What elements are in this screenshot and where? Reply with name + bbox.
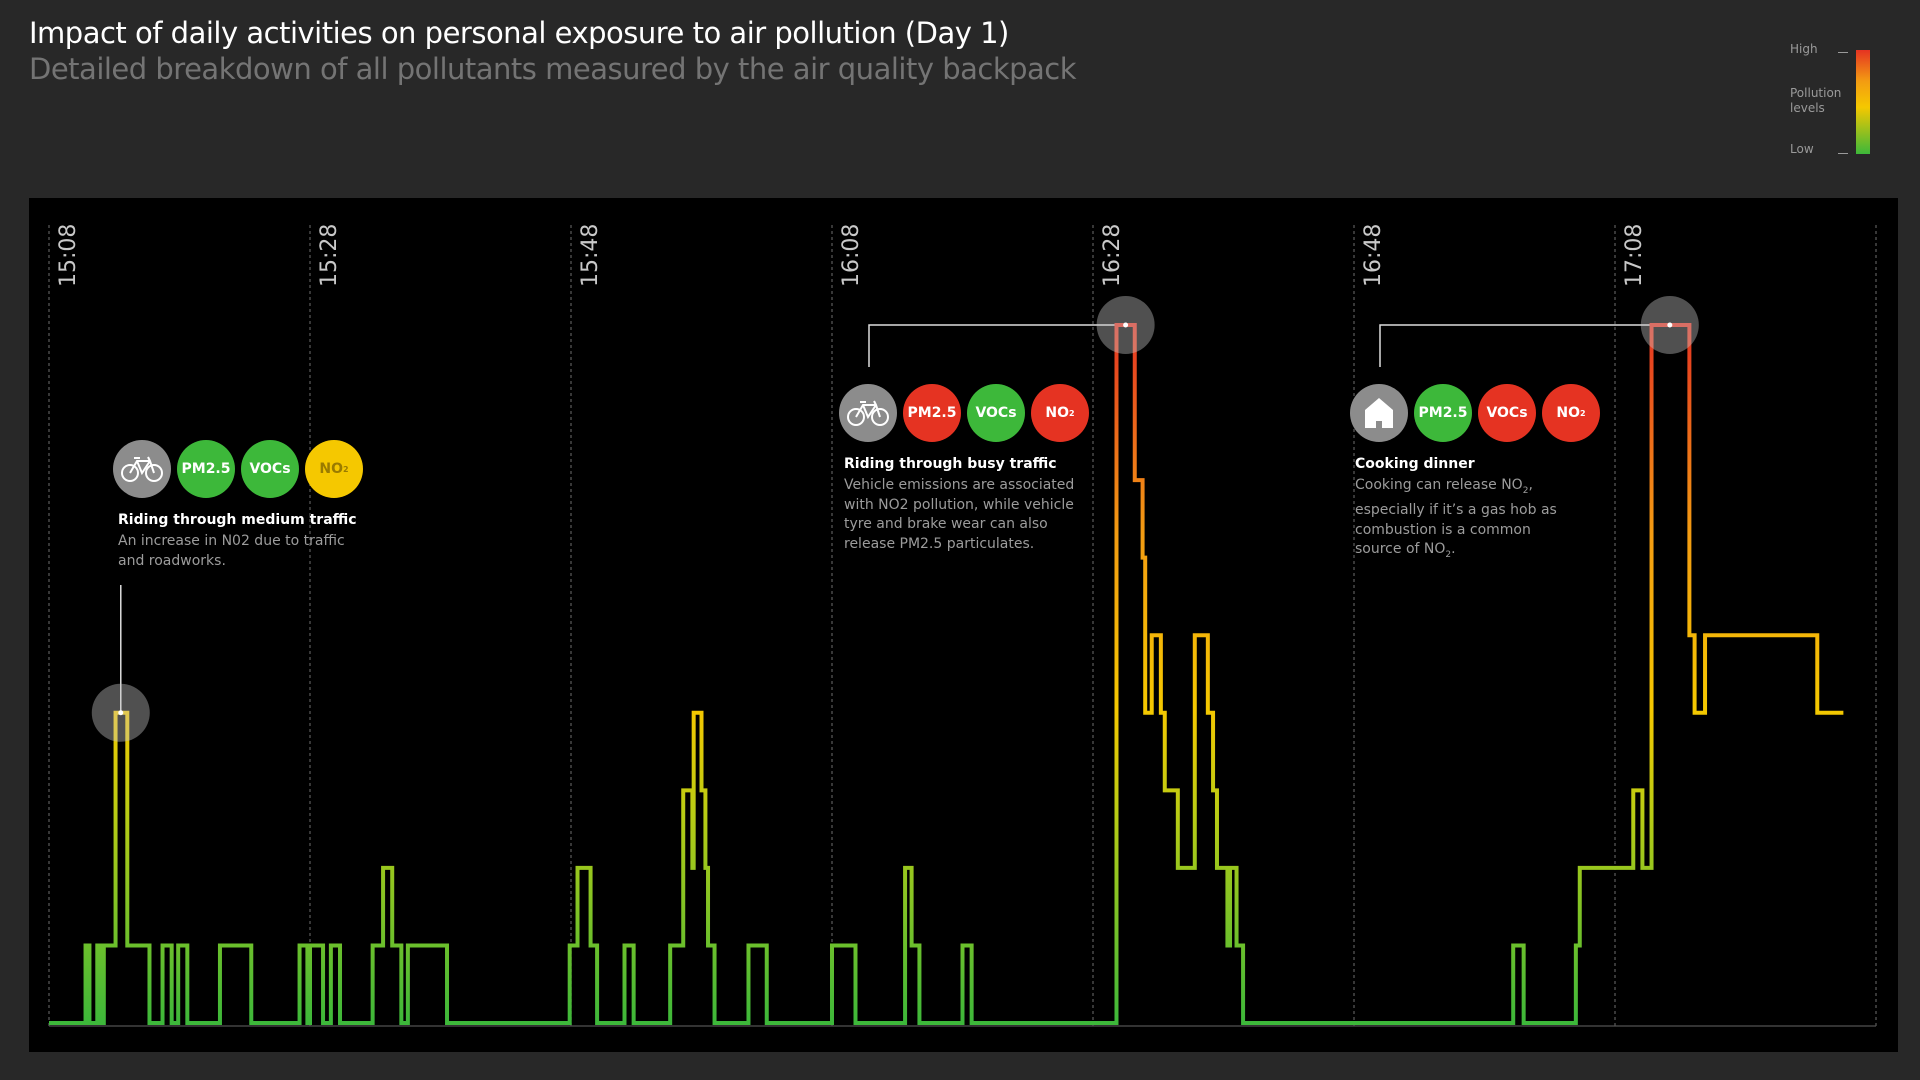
legend-low-tick xyxy=(1838,153,1848,154)
legend-high: High xyxy=(1790,42,1818,56)
badge-label: PM2.5 xyxy=(1418,405,1468,421)
x-tick-label: 16:48 xyxy=(1361,224,1386,287)
annotation-description: Cooking can release NO2, especially if i… xyxy=(1355,476,1560,566)
pollutant-badge-vocs: VOCs xyxy=(967,384,1025,442)
annotation-description: An increase in N02 due to traffic and ro… xyxy=(118,533,345,569)
chart-title: Impact of daily activities on personal e… xyxy=(29,16,1009,50)
bicycle-icon xyxy=(113,440,171,498)
x-tick-label: 16:08 xyxy=(839,224,864,287)
pollution-level-line xyxy=(49,323,1844,1025)
description-part: 2 xyxy=(1445,550,1452,561)
pollutant-badge-pm25: PM2.5 xyxy=(1414,384,1472,442)
pollutant-badge-no2: NO 2 xyxy=(305,440,363,498)
badge-label: NO xyxy=(319,461,344,477)
annotation-title: Riding through medium traffic xyxy=(118,512,357,528)
badge-label: VOCs xyxy=(249,461,291,477)
x-tick-label: 15:08 xyxy=(56,224,81,287)
pollutant-badge-vocs: VOCs xyxy=(241,440,299,498)
badge-label: PM2.5 xyxy=(907,405,957,421)
annotation-connector xyxy=(1379,324,1670,367)
chart-subtitle: Detailed breakdown of all pollutants mea… xyxy=(29,52,1077,86)
badge-label: VOCs xyxy=(1486,405,1528,421)
badge-subscript: 2 xyxy=(1580,408,1586,418)
annotation-title: Riding through busy traffic xyxy=(844,456,1057,472)
legend-low: Low xyxy=(1790,142,1814,156)
chart-panel xyxy=(29,198,1898,1052)
legend-label-1: Pollution xyxy=(1790,86,1842,100)
pollutant-badge-no2: NO 2 xyxy=(1542,384,1600,442)
description-part: 2 xyxy=(1522,485,1529,496)
badge-label: NO xyxy=(1045,405,1070,421)
x-tick-label: 15:28 xyxy=(317,224,342,287)
description-part: . xyxy=(1451,541,1456,558)
x-tick-label: 17:08 xyxy=(1622,224,1647,287)
peak-marker-dot xyxy=(1667,322,1673,328)
pollutant-badge-pm25: PM2.5 xyxy=(177,440,235,498)
legend-high-tick xyxy=(1838,52,1848,53)
annotation-title: Cooking dinner xyxy=(1355,456,1475,472)
pollutant-badge-vocs: VOCs xyxy=(1478,384,1536,442)
house-icon xyxy=(1350,384,1408,442)
peak-marker-dot xyxy=(118,710,124,716)
x-tick-label: 15:48 xyxy=(578,224,603,287)
description-part: Cooking can release NO xyxy=(1355,477,1523,493)
description-part: , especially if it’s a gas hob as combus… xyxy=(1355,477,1557,558)
annotation-description: Vehicle emissions are associated with NO… xyxy=(844,477,1075,552)
legend-gradient-bar xyxy=(1856,50,1870,154)
peak-marker-dot xyxy=(1123,322,1129,328)
badge-label: VOCs xyxy=(975,405,1017,421)
bicycle-icon xyxy=(839,384,897,442)
annotation-connector xyxy=(868,324,1126,367)
pollutant-badge-no2: NO 2 xyxy=(1031,384,1089,442)
badge-label: NO xyxy=(1556,405,1581,421)
x-tick-label: 16:28 xyxy=(1100,224,1125,287)
badge-subscript: 2 xyxy=(1069,408,1075,418)
badge-label: PM2.5 xyxy=(181,461,231,477)
pollution-legend: High Pollution levels Low xyxy=(1780,42,1920,164)
badge-subscript: 2 xyxy=(343,464,349,474)
legend-label-2: levels xyxy=(1790,101,1825,115)
pollutant-badge-pm25: PM2.5 xyxy=(903,384,961,442)
